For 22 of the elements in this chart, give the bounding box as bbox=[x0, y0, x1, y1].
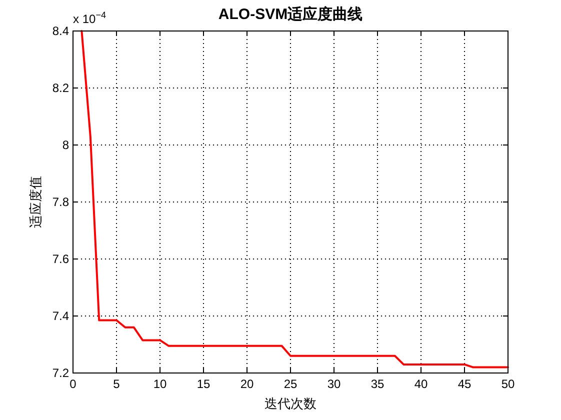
x-tick-label: 25 bbox=[284, 377, 298, 391]
y-tick-label: 8.4 bbox=[52, 24, 70, 38]
x-tick-label: 30 bbox=[327, 377, 341, 391]
y-axis-title: 适应度值 bbox=[28, 176, 43, 228]
text: x 10$^{−4}$ bbox=[73, 10, 106, 26]
x-tick-label: 5 bbox=[113, 377, 120, 391]
x-axis-title: 迭代次数 bbox=[264, 396, 316, 411]
x-tick-label: 45 bbox=[458, 377, 472, 391]
y-tick-label: 8.2 bbox=[52, 81, 70, 95]
chart-title: ALO-SVM适应度曲线 bbox=[218, 5, 363, 23]
x-tick-label: 20 bbox=[240, 377, 254, 391]
y-tick-label: 7.8 bbox=[52, 195, 70, 209]
x-tick-label: 35 bbox=[370, 377, 384, 391]
y-tick-label: 7.2 bbox=[52, 366, 70, 380]
x-tick-label: 10 bbox=[153, 377, 167, 391]
x-tick-label: 50 bbox=[501, 377, 515, 391]
y-tick-label: 8 bbox=[62, 138, 70, 152]
y-tick-label: 7.4 bbox=[52, 309, 70, 323]
x-tick-label: 15 bbox=[196, 377, 210, 391]
x-tick-label: 40 bbox=[414, 377, 428, 391]
x-tick-label: 0 bbox=[70, 377, 77, 391]
y-tick-label: 7.6 bbox=[52, 252, 70, 266]
